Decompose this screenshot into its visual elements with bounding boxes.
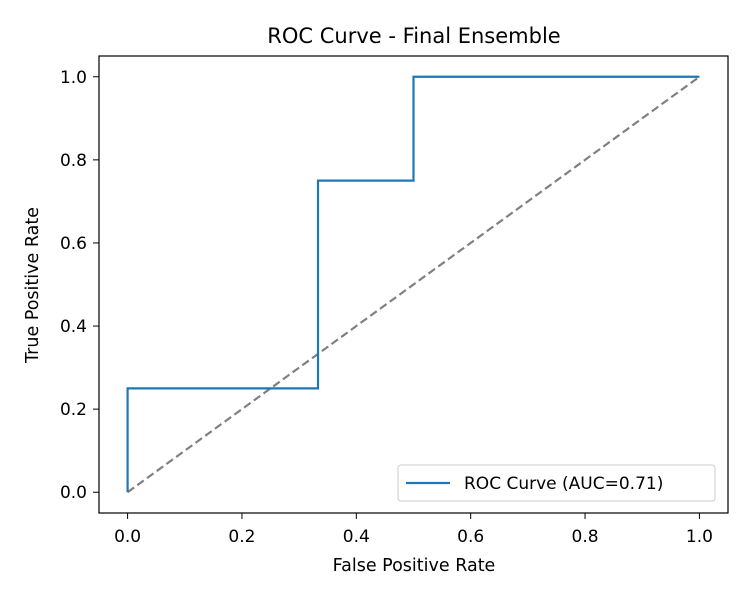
- y-tick-label: 0.0: [60, 483, 87, 503]
- y-ticks: 0.0 0.2 0.4 0.6 0.8 1.0: [60, 68, 99, 503]
- legend-label-roc: ROC Curve (AUC=0.71): [464, 474, 663, 494]
- roc-curve-line: [126, 75, 700, 493]
- x-tick-label: 0.0: [114, 527, 141, 547]
- y-axis-label: True Positive Rate: [23, 207, 43, 364]
- series-layer: [126, 75, 701, 494]
- x-tick-label: 0.4: [343, 527, 370, 547]
- x-tick-label: 0.2: [228, 527, 255, 547]
- legend: ROC Curve (AUC=0.71): [397, 464, 716, 502]
- y-tick-label: 0.6: [60, 234, 87, 254]
- x-tick-label: 0.8: [572, 527, 599, 547]
- legend-box: [397, 464, 716, 502]
- chart-title: ROC Curve - Final Ensemble: [267, 24, 560, 48]
- x-tick-label: 0.6: [457, 527, 484, 547]
- x-axis-label: False Positive Rate: [333, 556, 496, 576]
- y-tick-label: 0.2: [60, 400, 87, 420]
- plot-area: 0.0 0.2 0.4 0.6 0.8 1.0 0.0 0.2 0.4 0.6 0.8 1.0: [60, 55, 729, 547]
- y-tick-label: 1.0: [60, 68, 87, 88]
- y-tick-label: 0.4: [60, 317, 87, 337]
- chance-diagonal-line: [126, 75, 701, 494]
- y-tick-label: 0.8: [60, 151, 87, 171]
- x-tick-label: 1.0: [686, 527, 713, 547]
- axes-frame: [98, 55, 729, 514]
- x-ticks: 0.0 0.2 0.4 0.6 0.8 1.0: [114, 513, 713, 547]
